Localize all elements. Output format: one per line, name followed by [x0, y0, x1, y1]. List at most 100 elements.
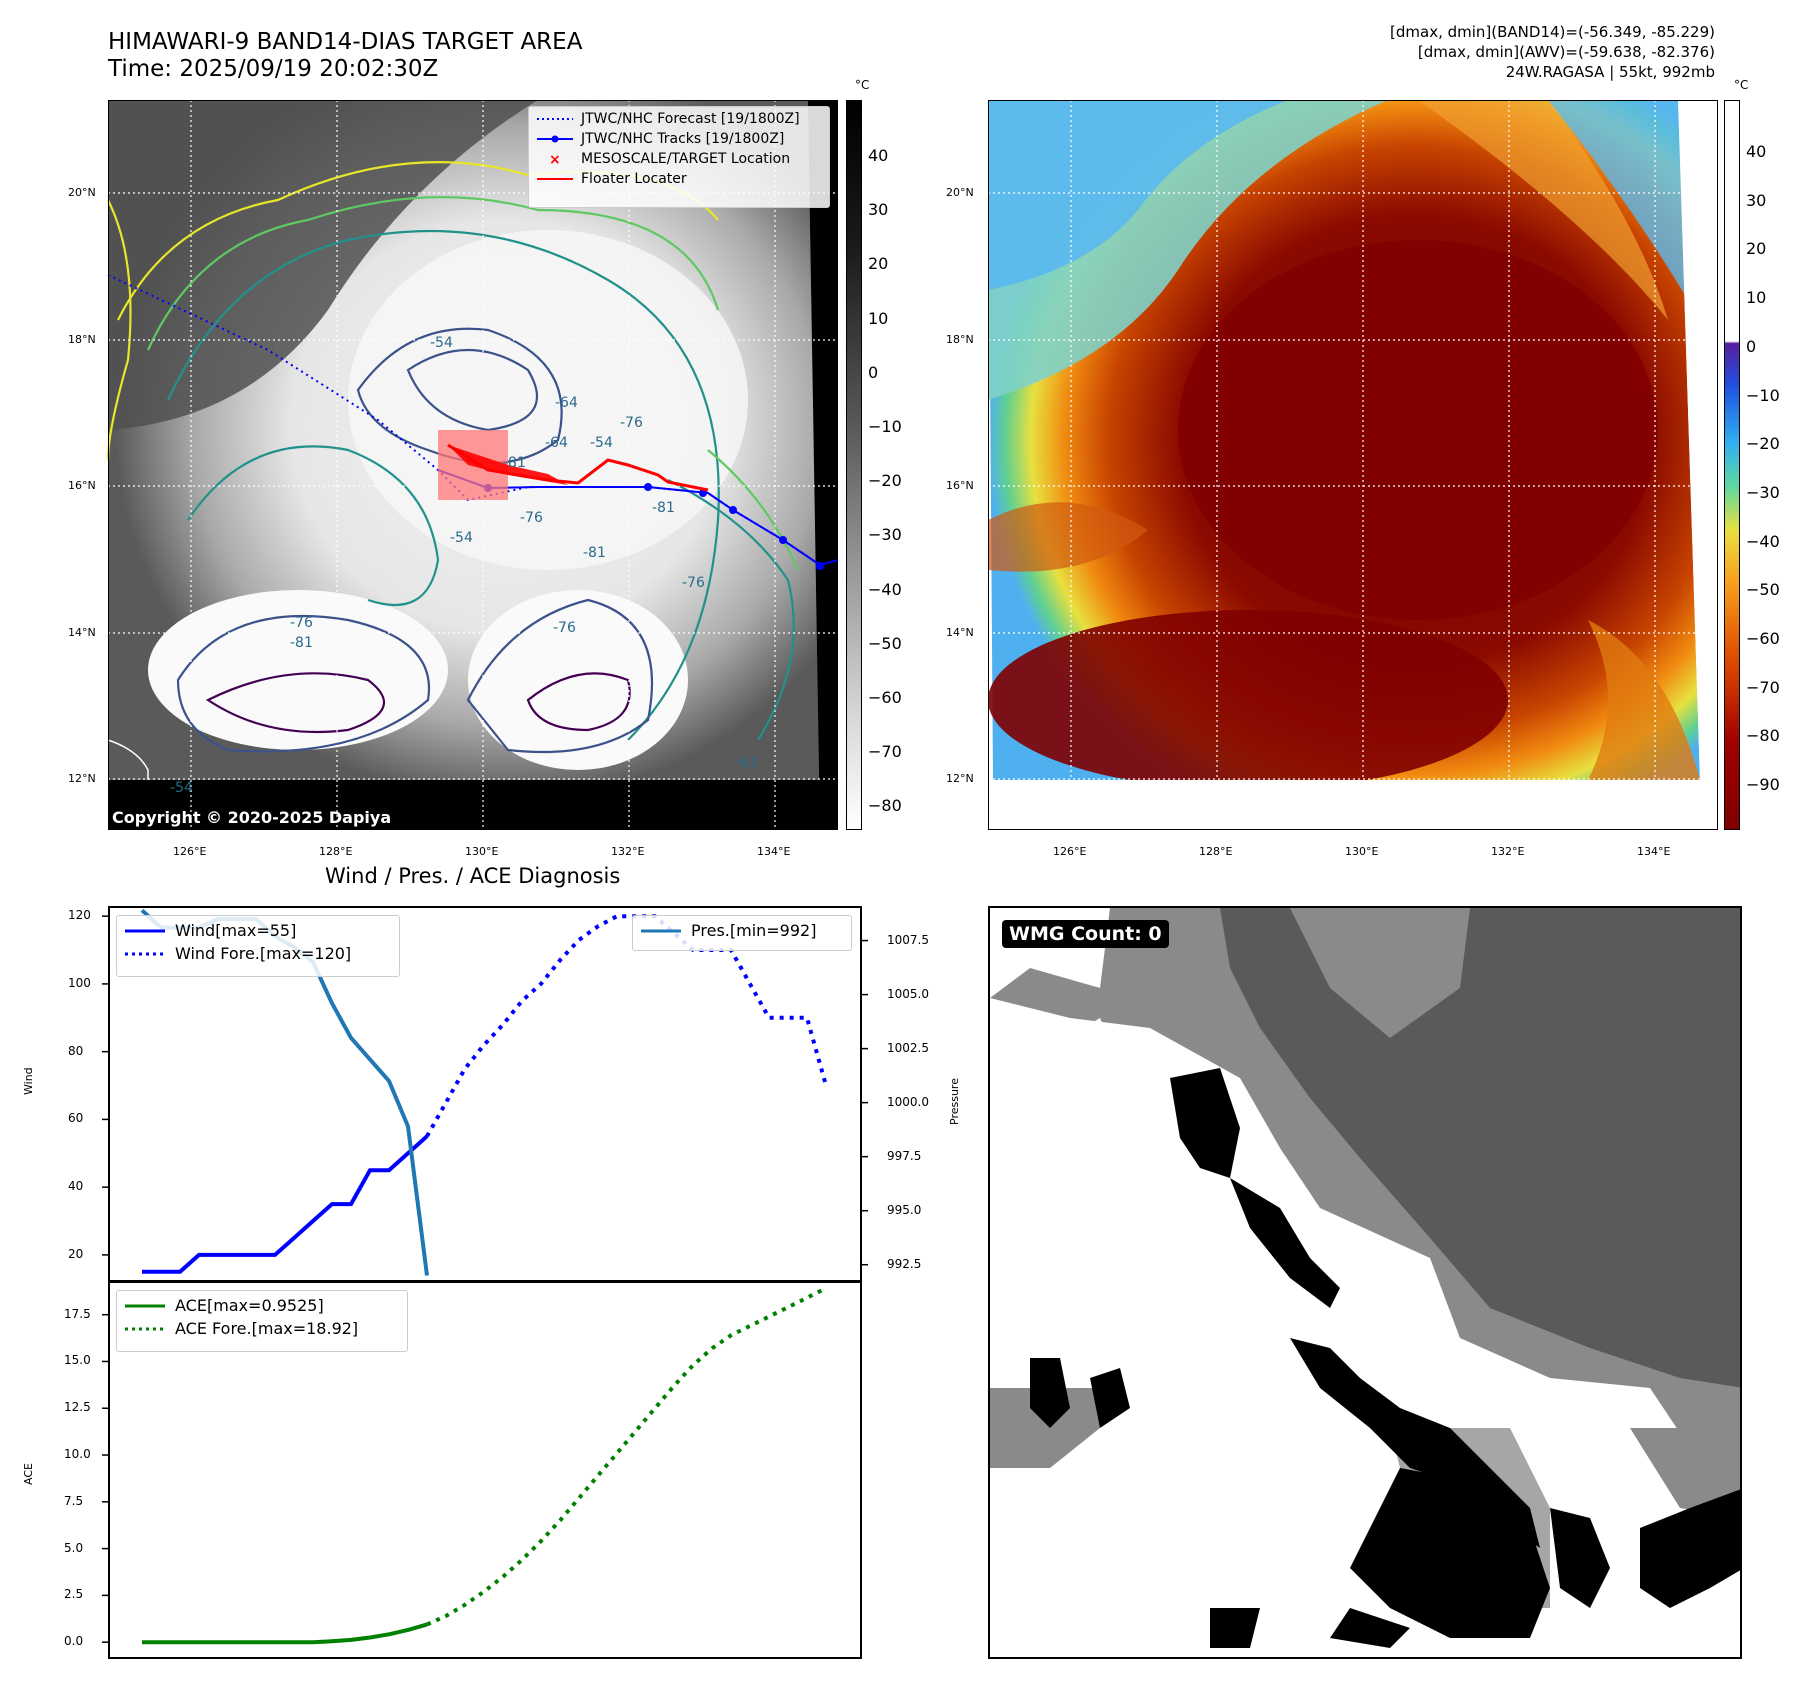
- left-map-legend: JTWC/NHC Forecast [19/1800Z] JTWC/NHC Tr…: [528, 106, 830, 208]
- pressure-tick-label: 995.0: [887, 1202, 922, 1217]
- contour-label: -54: [430, 335, 453, 351]
- contour-label: -54: [590, 435, 613, 451]
- right-colorbar-tick: −80: [1746, 726, 1780, 746]
- stats-line1: [dmax, dmin](BAND14)=(-56.349, -85.229): [1390, 23, 1715, 41]
- pressure-legend: Pres.[min=992]: [632, 915, 852, 951]
- right-colorbar-unit: °C: [1734, 78, 1749, 92]
- pressure-tick-label: 1000.0: [887, 1094, 929, 1109]
- left-colorbar-tick: −30: [868, 525, 902, 545]
- contour-label: -64: [545, 435, 568, 451]
- ace-tick-label: 0.0: [64, 1634, 84, 1649]
- legend-tracks: JTWC/NHC Tracks [19/1800Z]: [529, 129, 829, 149]
- lon-label-126e: 126°E: [173, 845, 207, 858]
- series-line-0: [142, 1134, 429, 1274]
- contour-label: -81: [503, 455, 526, 471]
- ace-axis-label: ACE: [22, 1463, 35, 1485]
- legend-ace: ACE[max=0.9525]: [125, 1296, 324, 1315]
- wind-tick-label: 100: [68, 975, 91, 990]
- right-map-panel: [988, 100, 1718, 830]
- stats-line2: [dmax, dmin](AWV)=(-59.638, -82.376): [1417, 43, 1715, 61]
- lat-label-18n: 18°N: [68, 333, 96, 346]
- left-colorbar: [846, 100, 862, 830]
- lat-label-14n: 14°N: [68, 626, 96, 639]
- pressure-axis-label: Pressure: [948, 1078, 961, 1125]
- ace-tick-label: 7.5: [64, 1493, 84, 1508]
- right-map-frame: [988, 100, 1718, 830]
- contour-label: -81: [652, 500, 675, 516]
- ace-tick-label: 12.5: [64, 1400, 91, 1415]
- left-colorbar-tick: −70: [868, 742, 902, 762]
- left-colorbar-tick: 20: [868, 254, 889, 274]
- wind-tick-label: 20: [68, 1246, 84, 1261]
- lat-label-16n: 16°N: [68, 479, 96, 492]
- ace-series-line-0: [142, 1622, 428, 1645]
- legend-target-location: × MESOSCALE/TARGET Location: [549, 151, 791, 168]
- contour-label: -76: [682, 575, 705, 591]
- pressure-tick-label: 1007.5: [887, 932, 929, 947]
- right-colorbar-tick: 40: [1746, 142, 1767, 161]
- left-map-image: [106, 100, 839, 830]
- r-lon-label-126e: 126°E: [1053, 845, 1087, 858]
- left-colorbar-tick: −50: [868, 633, 902, 653]
- copyright-label: Copyright © 2020-2025 Dapiya: [112, 808, 392, 827]
- left-colorbar-tick: 10: [868, 308, 889, 328]
- legend-wind: Wind[max=55]: [125, 921, 297, 940]
- svg-text:×: ×: [549, 152, 561, 168]
- legend-ace-fore: ACE Fore.[max=18.92]: [125, 1319, 359, 1338]
- r-lon-label-130e: 130°E: [1345, 845, 1379, 858]
- stats-line3: 24W.RAGASA | 55kt, 992mb: [1505, 63, 1715, 81]
- r-lon-label-132e: 132°E: [1491, 845, 1525, 858]
- ace-tick-label: 5.0: [64, 1540, 84, 1555]
- r-lat-label-20n: 20°N: [946, 186, 974, 199]
- pressure-tick-label: 1005.0: [887, 986, 929, 1001]
- wind-legend: Wind[max=55] Wind Fore.[max=120]: [116, 915, 400, 977]
- legend-forecast: JTWC/NHC Forecast [19/1800Z]: [537, 111, 800, 127]
- left-map-frame: [108, 100, 838, 830]
- wind-axis-label: Wind: [22, 1067, 35, 1095]
- lon-label-132e: 132°E: [611, 845, 645, 858]
- wind-tick-label: 40: [68, 1179, 84, 1194]
- r-lat-label-16n: 16°N: [946, 479, 974, 492]
- contour-label: -76: [620, 415, 643, 431]
- lat-label-20n: 20°N: [68, 186, 96, 199]
- right-colorbar-tick: −70: [1746, 677, 1780, 697]
- ace-series-line-1: [426, 1286, 827, 1627]
- legend-wind-fore: Wind Fore.[max=120]: [125, 944, 352, 963]
- r-lat-label-18n: 18°N: [946, 333, 974, 346]
- r-lon-label-134e: 134°E: [1637, 845, 1671, 858]
- pressure-tick-label: 1002.5: [887, 1040, 929, 1055]
- left-colorbar-tick: −40: [868, 579, 902, 599]
- lon-label-134e: 134°E: [757, 845, 791, 858]
- lat-label-12n: 12°N: [68, 772, 96, 785]
- r-lat-label-14n: 14°N: [946, 626, 974, 639]
- left-map-panel: Copyright © 2020-2025 Dapiya JTWC/NHC Fo…: [106, 100, 839, 830]
- ace-tick-label: 15.0: [64, 1353, 91, 1368]
- series-line-1: [425, 914, 828, 1138]
- left-colorbar-tick: −80: [868, 796, 902, 816]
- ace-tick-label: 17.5: [64, 1306, 91, 1321]
- contour-label: -81: [583, 545, 606, 561]
- right-map-image: [988, 100, 1718, 830]
- contour-label: -76: [520, 510, 543, 526]
- wmg-image: [990, 908, 1740, 1657]
- figure-title-line1: HIMAWARI-9 BAND14-DIAS TARGET AREA: [108, 29, 583, 55]
- contour-label: -76: [553, 620, 576, 636]
- left-colorbar-tick: −10: [868, 417, 902, 436]
- legend-floater: Floater Locater: [537, 171, 687, 187]
- ace-tick-label: 10.0: [64, 1447, 91, 1462]
- right-colorbar-tick: −30: [1746, 482, 1780, 502]
- left-colorbar-tick: −60: [868, 688, 902, 707]
- right-colorbar-tick: −10: [1746, 385, 1780, 405]
- ace-legend: ACE[max=0.9525] ACE Fore.[max=18.92]: [116, 1290, 408, 1352]
- pressure-tick-label: 992.5: [887, 1256, 922, 1271]
- figure-title-line2: Time: 2025/09/19 20:02:30Z: [108, 56, 439, 82]
- contour-label: -61: [735, 755, 758, 771]
- contour-label: -64: [555, 395, 578, 411]
- right-colorbar-tick: −40: [1746, 531, 1780, 551]
- left-colorbar-tick: −20: [868, 471, 902, 491]
- left-colorbar-tick: 30: [868, 200, 889, 220]
- r-lat-label-12n: 12°N: [946, 772, 974, 785]
- contour-label: -76: [290, 615, 313, 631]
- legend-pressure: Pres.[min=992]: [641, 921, 817, 940]
- wind-tick-label: 120: [68, 908, 91, 923]
